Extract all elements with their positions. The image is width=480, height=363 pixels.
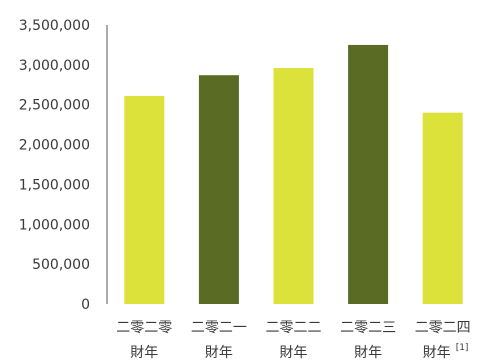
bar bbox=[124, 95, 165, 305]
x-category-label-year: 財年 bbox=[354, 345, 382, 361]
x-category-label: 二零二四 bbox=[415, 320, 471, 336]
x-category-label-year: 財年 bbox=[205, 345, 233, 361]
x-category-label-year: 財年 bbox=[130, 345, 158, 361]
y-tick-label: 2,500,000 bbox=[19, 98, 90, 114]
x-category-label: 二零二零 bbox=[116, 320, 172, 336]
bar bbox=[273, 68, 314, 304]
x-category-label-year: 財年 bbox=[280, 345, 308, 361]
y-axis: 0 500,000 1,000,000 1,500,000 2,000,000 2,500… bbox=[19, 18, 108, 313]
x-category-label: 二零二一 bbox=[191, 320, 247, 336]
x-category-footnote: [1] bbox=[456, 343, 469, 353]
y-tick-label: 1,000,000 bbox=[19, 217, 90, 233]
bar bbox=[422, 112, 463, 304]
y-tick-label: 2,000,000 bbox=[19, 138, 90, 154]
y-tick-label: 0 bbox=[81, 297, 90, 313]
y-tick-label: 500,000 bbox=[32, 257, 90, 273]
bar bbox=[348, 44, 389, 305]
y-tick-label: 3,000,000 bbox=[19, 58, 90, 74]
x-category-label: 二零二二 bbox=[266, 320, 322, 336]
x-category-label-year: 財年 bbox=[423, 345, 451, 361]
y-tick-label: 1,500,000 bbox=[19, 177, 90, 193]
x-category-label: 二零二三 bbox=[340, 320, 396, 336]
bars bbox=[124, 44, 463, 305]
bar bbox=[198, 75, 239, 304]
y-tick-label: 3,500,000 bbox=[19, 18, 90, 34]
